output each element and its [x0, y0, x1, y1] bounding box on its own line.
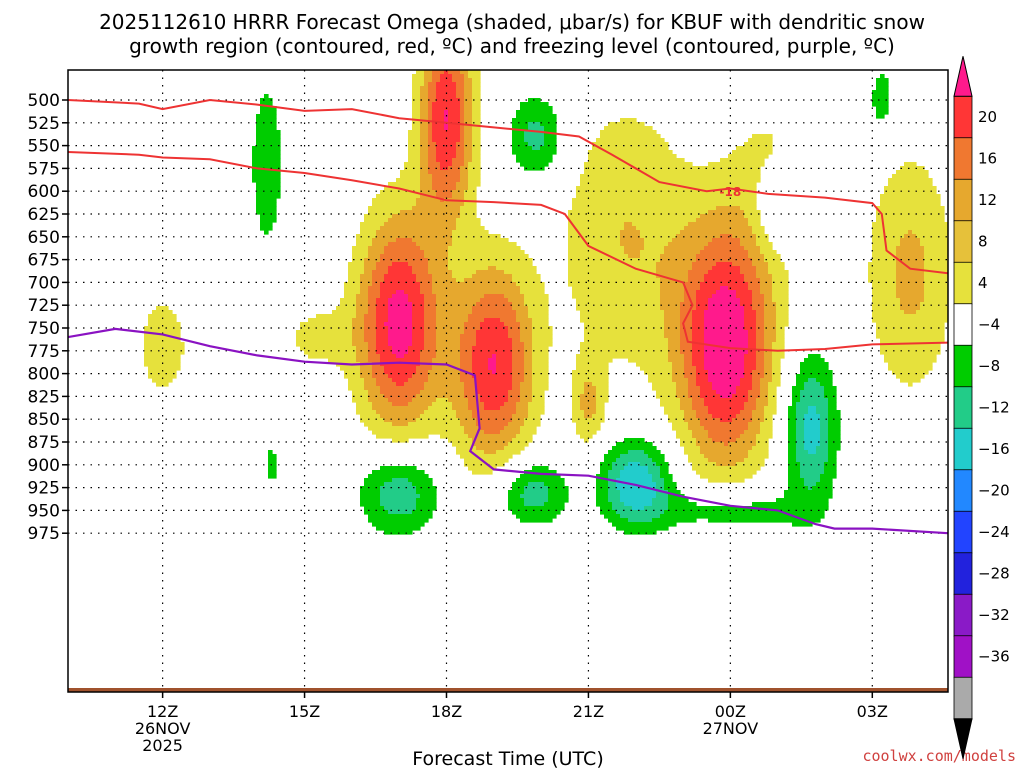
- colorbar-bottom-arrow: [953, 718, 973, 759]
- y-tick-label: 800: [28, 365, 60, 385]
- y-tick-label: 600: [28, 182, 60, 202]
- colorbar-label: 20: [978, 108, 997, 126]
- colorbar-segment: [953, 303, 973, 347]
- colorbar-segment: [953, 510, 973, 554]
- colorbar-segment: [953, 220, 973, 264]
- colorbar-label: −12: [978, 399, 1010, 417]
- y-tick-label: 675: [28, 251, 60, 271]
- y-tick-label: 625: [28, 205, 60, 225]
- colorbar-label: −8: [978, 357, 1000, 375]
- colorbar-label: −4: [978, 316, 1000, 334]
- ground-strip: [68, 688, 948, 692]
- colorbar-segment: [953, 676, 973, 720]
- colorbar-segment: [953, 427, 973, 471]
- y-tick-label: 925: [28, 479, 60, 499]
- colorbar-segment: [953, 261, 973, 305]
- y-tick-label: 550: [28, 137, 60, 157]
- y-tick-label: 775: [28, 342, 60, 362]
- y-tick-label: 950: [28, 501, 60, 521]
- y-tick-label: 850: [28, 410, 60, 430]
- colorbar-label: 12: [978, 191, 997, 209]
- chart-title-line2: growth region (contoured, red, ºC) and f…: [129, 34, 895, 58]
- colorbar-segment: [953, 95, 973, 139]
- y-tick-label: 700: [28, 273, 60, 293]
- plot-frame: [67, 69, 949, 693]
- contour-label: -18: [720, 185, 742, 199]
- colorbar-label: −28: [978, 565, 1010, 583]
- colorbar-segment: [953, 635, 973, 679]
- x-tick-label: 00Z: [715, 702, 746, 721]
- x-tick-label: 21Z: [573, 702, 604, 721]
- colorbar-label: −16: [978, 440, 1010, 458]
- colorbar-segment: [953, 386, 973, 430]
- omega-shading: [68, 70, 948, 692]
- y-tick-label: 500: [28, 91, 60, 111]
- x-tick-year: 2025: [142, 736, 183, 755]
- y-tick-label: 750: [28, 319, 60, 339]
- colorbar-label: 16: [978, 150, 997, 168]
- colorbar-label: −24: [978, 523, 1010, 541]
- x-tick-label: 15Z: [289, 702, 320, 721]
- y-tick-label: 575: [28, 159, 60, 179]
- dgz-contour-lower: [68, 151, 948, 352]
- colorbar-label: 8: [978, 233, 988, 251]
- x-tick-date: 26NOV: [135, 719, 191, 738]
- x-tick-date: 27NOV: [703, 719, 759, 738]
- y-tick-label: 900: [28, 456, 60, 476]
- footer-credit[interactable]: coolwx.com/models: [862, 747, 1016, 765]
- colorbar-segment: [953, 344, 973, 388]
- dgz-contour-upper: [68, 98, 948, 275]
- x-tick-label: 03Z: [857, 702, 888, 721]
- y-tick-label: 725: [28, 296, 60, 316]
- y-tick-label: 525: [28, 114, 60, 134]
- y-tick-label: 825: [28, 387, 60, 407]
- x-tick-label: 18Z: [431, 702, 462, 721]
- x-axis-label: Forecast Time (UTC): [412, 748, 603, 768]
- colorbar-label: −32: [978, 606, 1010, 624]
- colorbar-label: −36: [978, 648, 1010, 666]
- x-tick-label: 12Z: [147, 702, 178, 721]
- colorbar-segment: [953, 552, 973, 596]
- y-tick-label: 650: [28, 228, 60, 248]
- colorbar-top-arrow: [953, 56, 973, 97]
- y-tick-label: 875: [28, 433, 60, 453]
- colorbar-segment: [953, 178, 973, 222]
- colorbar-label: 4: [978, 274, 988, 292]
- chart-title-line1: 2025112610 HRRR Forecast Omega (shaded, …: [99, 10, 925, 34]
- y-tick-label: 975: [28, 524, 60, 544]
- colorbar-segment: [953, 469, 973, 513]
- colorbar-label: −20: [978, 482, 1010, 500]
- colorbar-segment: [953, 593, 973, 637]
- colorbar-segment: [953, 137, 973, 181]
- freezing-level-contour: [68, 327, 948, 535]
